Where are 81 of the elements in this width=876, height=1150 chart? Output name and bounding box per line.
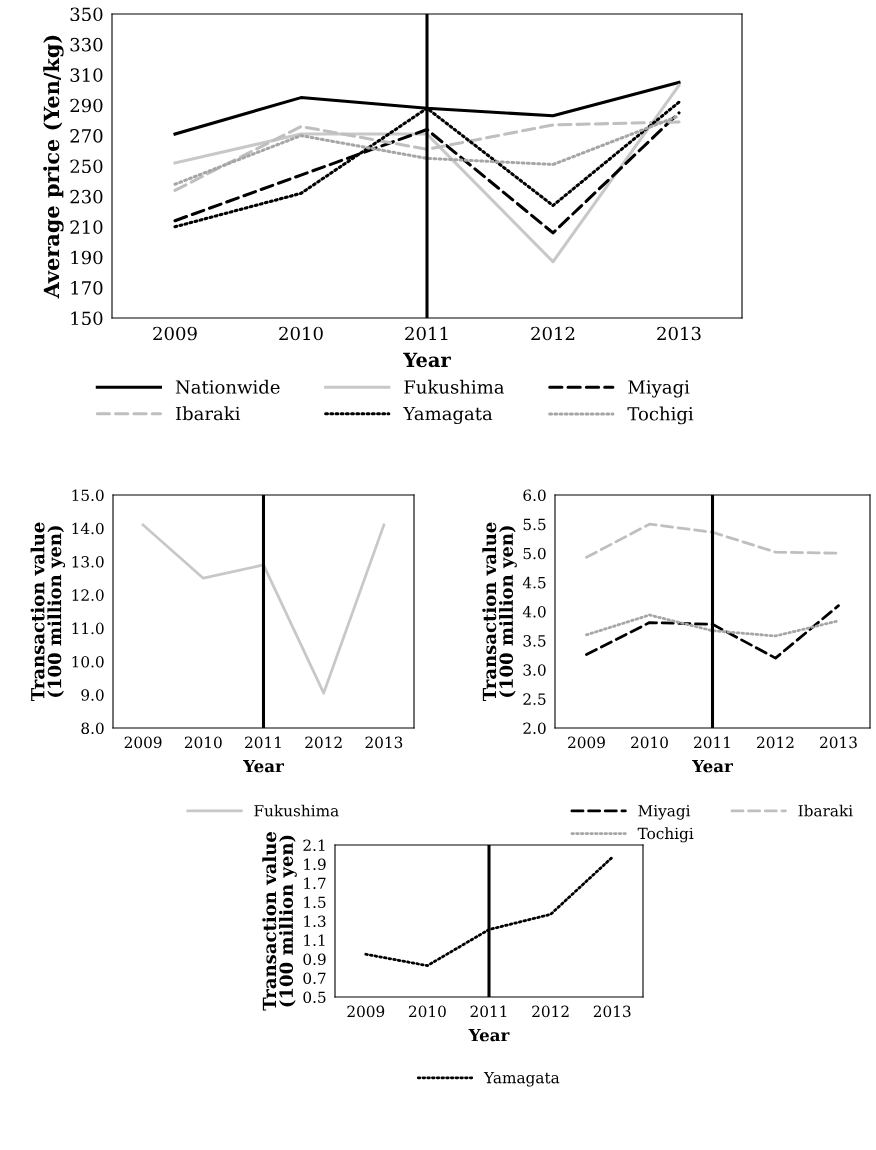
x-tick-label: 2009	[124, 736, 162, 749]
x-tick-label: 2010	[631, 736, 668, 749]
x-tick-label: 2012	[531, 326, 575, 341]
y-tick-label: 3.5	[523, 635, 546, 647]
y-tick-label: 0.7	[303, 972, 326, 985]
x-tick-label: 2011	[694, 736, 730, 749]
y-tick-label: 1.1	[304, 934, 325, 947]
legend-label: Fukushima	[254, 804, 339, 817]
y-axis-title: Transaction value (100 million yen)	[482, 522, 517, 702]
legend-label: Miyagi	[628, 380, 690, 398]
y-tick-label: 11.0	[72, 622, 104, 635]
x-tick-label: 2009	[568, 736, 605, 749]
y-tick-label: 190	[71, 250, 103, 265]
y-tick-label: 1.3	[304, 915, 326, 928]
x-tick-label: 2010	[409, 1005, 446, 1018]
y-tick-label: 4.0	[522, 605, 546, 618]
y-tick-label: 12.0	[72, 589, 104, 601]
x-axis-title: Year	[468, 1028, 510, 1042]
x-tick-label: 2009	[347, 1005, 385, 1018]
y-tick-label: 13.0	[72, 556, 104, 568]
y-tick-label: 290	[70, 98, 103, 113]
legend-label: Nationwide	[175, 379, 280, 394]
y-tick-label: 0.9	[303, 953, 326, 966]
y-tick-label: 310	[70, 68, 103, 82]
y-axis-title: Transaction value (100 million yen)	[262, 832, 297, 1011]
legend-label: Ibaraki	[175, 406, 241, 421]
y-axis-title: Transaction value (100 million yen)	[30, 522, 66, 702]
x-tick-label: 2011	[245, 736, 281, 749]
y-tick-label: 4.5	[522, 576, 546, 589]
y-tick-label: 1.9	[304, 858, 326, 871]
x-tick-label: 2010	[279, 326, 323, 341]
y-tick-label: 2.5	[523, 693, 546, 705]
legend-label: Yamagata	[483, 1072, 560, 1087]
x-tick-label: 2012	[532, 1005, 569, 1018]
line-series	[585, 613, 840, 638]
x-tick-label: 2013	[657, 326, 701, 341]
y-tick-label: 15.0	[72, 489, 104, 502]
y-tick-label: 210	[70, 220, 103, 234]
y-tick-label: 2.0	[523, 722, 546, 735]
legend-label: Fukushima	[404, 379, 505, 394]
x-tick-label: 2011	[405, 326, 448, 341]
x-axis-title: Year	[243, 759, 284, 773]
line-series	[173, 114, 681, 186]
y-axis-title: Average price (Yen/kg)	[43, 35, 64, 299]
legend-label: Miyagi	[638, 805, 691, 820]
x-tick-label: 2013	[593, 1005, 631, 1018]
y-tick-label: 2.1	[303, 839, 325, 852]
y-tick-label: 1.5	[304, 896, 326, 909]
line-series	[141, 523, 386, 695]
y-tick-label: 10.0	[72, 655, 104, 668]
y-tick-label: 0.5	[303, 991, 326, 1004]
y-tick-label: 270	[70, 129, 103, 143]
x-tick-label: 2011	[470, 1005, 507, 1018]
legend-label: Yamagata	[403, 406, 493, 425]
line-series	[173, 83, 681, 264]
y-tick-label: 330	[70, 37, 103, 52]
x-tick-label: 2009	[153, 326, 197, 341]
x-tick-label: 2013	[820, 736, 857, 749]
x-axis-title: Year	[692, 759, 733, 773]
line-series	[585, 522, 840, 559]
y-tick-label: 3.0	[523, 664, 546, 676]
y-tick-label: 5.0	[523, 547, 546, 560]
x-tick-label: 2012	[305, 736, 342, 749]
y-tick-label: 150	[71, 311, 103, 326]
y-tick-label: 250	[70, 159, 103, 174]
y-tick-label: 350	[70, 7, 103, 22]
y-tick-label: 14.0	[72, 522, 104, 535]
y-tick-label: 8.0	[81, 722, 104, 735]
x-tick-label: 2012	[757, 736, 794, 749]
y-tick-label: 170	[71, 281, 103, 295]
legend-label: Tochigi	[637, 827, 694, 843]
y-tick-label: 9.0	[81, 689, 104, 701]
y-tick-label: 1.7	[304, 877, 326, 890]
legend-label: Tochigi	[627, 406, 694, 425]
y-tick-label: 5.5	[523, 518, 546, 531]
legend-label: Ibaraki	[798, 804, 853, 817]
y-tick-label: 230	[70, 189, 103, 204]
x-axis-title: Year	[403, 352, 451, 368]
y-tick-label: 6.0	[523, 489, 546, 502]
x-tick-label: 2013	[365, 736, 403, 749]
x-tick-label: 2010	[184, 736, 222, 749]
